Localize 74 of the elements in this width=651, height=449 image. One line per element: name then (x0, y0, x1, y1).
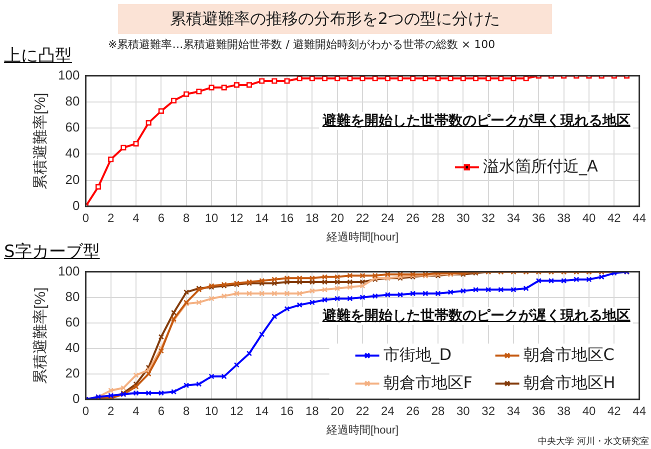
x-tick-label: 24 (380, 210, 395, 225)
x-tick-label: 44 (632, 210, 646, 225)
x-tick-label: 6 (158, 404, 165, 418)
x-tick-label: 42 (607, 210, 622, 225)
x-tick-label: 10 (204, 210, 219, 225)
x-tick-label: 14 (255, 210, 269, 225)
y-axis-title: 累積避難率[%] (32, 287, 50, 384)
x-tick-label: 34 (506, 210, 520, 225)
text: 中央大学 河川・水文研究室 (538, 436, 649, 448)
y-tick-label: 60 (65, 120, 80, 135)
y-tick-label: 40 (65, 340, 80, 355)
x-axis-title: 経過時間[hour] (325, 423, 399, 436)
x-tick-label: 14 (255, 404, 269, 418)
y-tick-label: 60 (65, 314, 80, 330)
y-tick-label: 100 (58, 263, 80, 278)
x-tick-label: 2 (108, 210, 115, 225)
x-tick-label: 40 (582, 210, 596, 225)
x-tick-label: 6 (158, 210, 165, 225)
x-tick-label: 16 (280, 404, 294, 418)
y-tick-label: 0 (72, 390, 80, 406)
chart-title: 上に凸型 (4, 45, 72, 67)
x-tick-label: 10 (204, 404, 219, 418)
x-tick-label: 4 (132, 404, 140, 418)
x-tick-label: 12 (230, 404, 244, 418)
text: 累積避難率の推移の分布形を2つの型に分けた (118, 4, 552, 34)
x-tick-label: 42 (607, 404, 622, 418)
y-tick-label: 20 (65, 365, 80, 380)
x-tick-label: 22 (356, 210, 370, 225)
x-tick-label: 38 (557, 210, 571, 225)
x-tick-label: 26 (406, 210, 420, 225)
x-tick-label: 28 (431, 404, 445, 418)
x-tick-label: 38 (557, 404, 571, 418)
x-tick-label: 0 (82, 404, 90, 418)
x-tick-label: 34 (506, 404, 520, 418)
x-axis-title: 経過時間[hour] (325, 230, 399, 244)
x-tick-label: 18 (306, 404, 320, 418)
x-tick-label: 8 (183, 210, 190, 225)
legend-label: 市街地_D (383, 344, 452, 364)
y-tick-label: 20 (65, 172, 80, 187)
y-tick-label: 0 (72, 198, 80, 213)
x-tick-label: 44 (632, 404, 646, 418)
legend-label: 朝倉市地区F (383, 372, 472, 392)
chart-title: S字カーブ型 (4, 241, 100, 263)
y-tick-label: 40 (65, 146, 80, 161)
x-tick-label: 26 (406, 404, 420, 418)
x-tick-label: 18 (306, 210, 320, 225)
x-tick-label: 40 (582, 404, 596, 418)
x-tick-label: 32 (482, 404, 496, 418)
x-tick-label: 12 (230, 210, 244, 225)
x-tick-label: 4 (132, 210, 140, 225)
legend-label: 溢水箇所付近_A (482, 156, 598, 176)
x-tick-label: 32 (482, 210, 496, 225)
y-axis-title: 累積避難率[%] (32, 92, 50, 190)
x-tick-label: 0 (82, 210, 90, 225)
x-tick-label: 36 (532, 210, 546, 225)
annotation: 避難を開始した世帯数のピークが早く現れる地区 (319, 112, 634, 130)
x-tick-label: 20 (330, 210, 344, 225)
text: ※累積避難率…累積避難開始世帯数 / 避難開始時刻がわかる世帯の総数 × 100 (108, 37, 496, 52)
x-tick-label: 8 (183, 404, 190, 418)
x-tick-label: 24 (380, 404, 395, 418)
y-tick-label: 100 (58, 67, 80, 82)
x-tick-label: 20 (330, 404, 344, 418)
x-tick-label: 16 (280, 210, 294, 225)
y-tick-label: 80 (65, 288, 80, 304)
x-tick-label: 30 (456, 210, 470, 225)
x-tick-label: 22 (356, 404, 370, 418)
x-tick-label: 36 (532, 404, 546, 418)
legend-label: 朝倉市地区C (523, 344, 614, 364)
y-tick-label: 80 (65, 94, 80, 108)
legend-label: 朝倉市地区H (523, 372, 616, 392)
x-tick-label: 2 (108, 404, 115, 418)
x-tick-label: 28 (431, 210, 445, 225)
annotation: 避難を開始した世帯数のピークが遅く現れる地区 (319, 306, 634, 325)
x-tick-label: 30 (456, 404, 470, 418)
